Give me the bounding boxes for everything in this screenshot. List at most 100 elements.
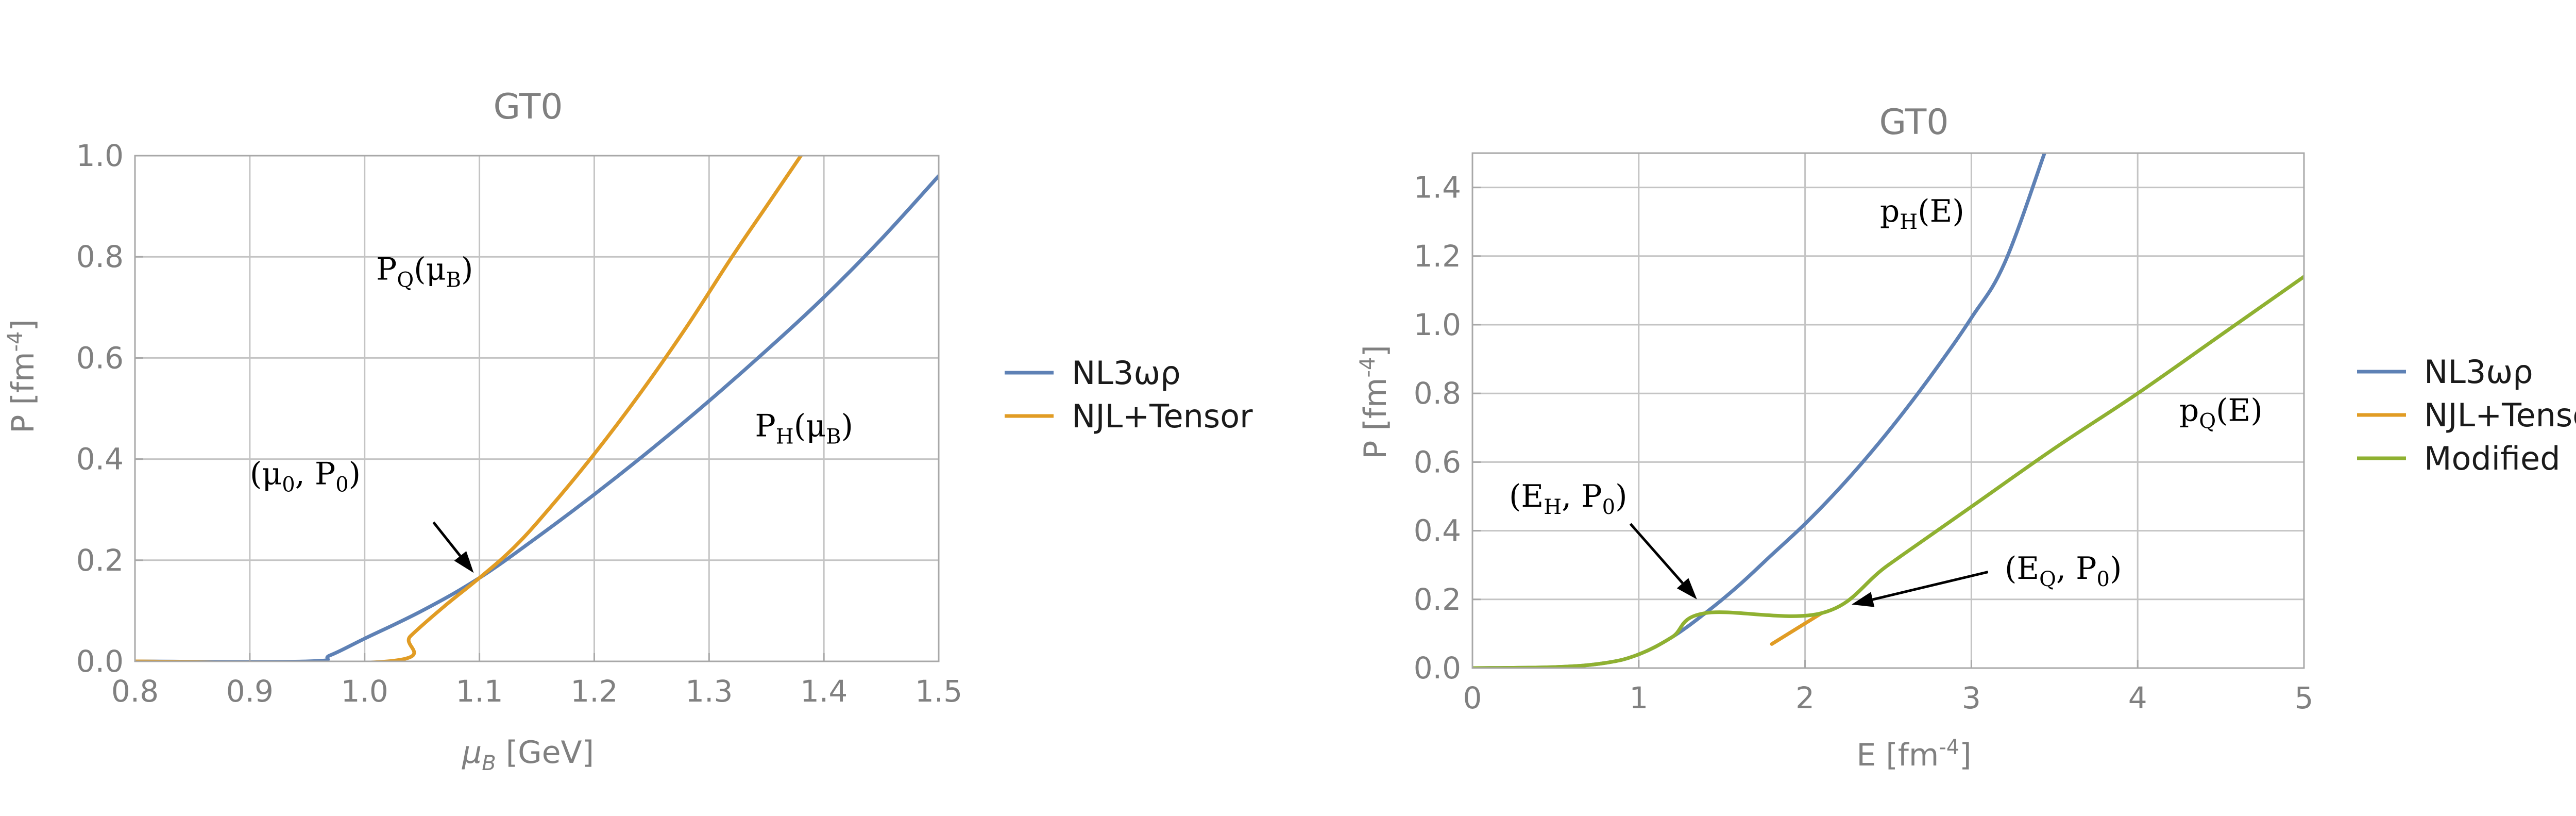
annotation-subscript: Q bbox=[397, 268, 414, 292]
left-ticks: 0.8 0.9 1.0 1.1 1.2 1.3 1.4 1.5 0.0 0.2 0.4 0.6 0.8 1… bbox=[76, 138, 962, 709]
x-tick-label: 2 bbox=[1795, 680, 1815, 715]
curve-annotation: (EQ, P0) bbox=[2005, 551, 2122, 591]
annotation-end: ) bbox=[2250, 392, 2262, 428]
annotation-mid: (E bbox=[1918, 193, 1952, 229]
x-tick-label: 0.9 bbox=[226, 674, 274, 709]
annotation-mid: , P bbox=[295, 456, 336, 492]
x-tick-label: 1.0 bbox=[341, 674, 388, 709]
x-tick-label: 1.4 bbox=[800, 674, 848, 709]
y-tick-label: 0.2 bbox=[76, 543, 124, 578]
curve-annotation: pQ(E) bbox=[2179, 392, 2263, 433]
left-y-axis-label: P [fm-4] bbox=[4, 319, 41, 434]
annotation-subscript: H bbox=[1544, 495, 1562, 519]
x-tick-label: 1 bbox=[1629, 680, 1648, 715]
y-tick-label: 1.0 bbox=[1414, 307, 1461, 342]
series-line-njl-tensor bbox=[135, 156, 803, 661]
y-tick-label: 0.2 bbox=[1414, 582, 1461, 617]
annotation-arrow-head bbox=[1676, 578, 1697, 599]
y-tick-label: 0.8 bbox=[76, 239, 124, 274]
left-chart-panel: GT0 0.8 0.9 1.0 1.1 1.2 1.3 1.4 1.5 0.0 0.2 0.4 0.6… bbox=[4, 87, 1253, 775]
left-x-axis-label: μB [GeV] bbox=[462, 735, 594, 775]
right-series-group bbox=[1472, 153, 2304, 668]
annotation-end: ) bbox=[841, 408, 853, 444]
annotation-mid: (μ bbox=[794, 408, 826, 444]
annotation-subscript: 0 bbox=[2096, 568, 2109, 591]
annotation-subscript: B bbox=[446, 268, 461, 292]
y-tick-label: 0.0 bbox=[76, 644, 124, 679]
annotation-base: (E bbox=[1509, 478, 1544, 514]
series-line-nl3- bbox=[135, 174, 939, 661]
annotation-arrow-shaft bbox=[1629, 523, 1684, 584]
legend-label: NJL+Tensor bbox=[2424, 396, 2576, 434]
series-line-modified bbox=[1472, 275, 2304, 668]
legend-label: NJL+Tensor bbox=[1072, 397, 1253, 435]
curve-annotation: (μ0, P0) bbox=[250, 456, 361, 497]
annotation-base: P bbox=[755, 408, 775, 444]
curve-annotation: pH(E) bbox=[1880, 193, 1964, 234]
x-tick-label: 0 bbox=[1463, 680, 1482, 715]
right-plot-frame bbox=[1471, 152, 2305, 669]
annotation-arrow-head bbox=[1851, 592, 1875, 607]
left-legend: NL3ωρ NJL+Tensor bbox=[1005, 354, 1253, 435]
x-tick-label: 4 bbox=[2128, 680, 2147, 715]
y-tick-label: 0.6 bbox=[1414, 444, 1461, 479]
annotation-arrow-shaft bbox=[432, 521, 462, 557]
right-legend: NL3ωρ NJL+Tensor Modified bbox=[2357, 353, 2576, 477]
y-tick-label: 0.8 bbox=[1414, 376, 1461, 411]
annotation-base: P bbox=[376, 251, 397, 287]
annotation-mid: , P bbox=[2056, 551, 2097, 587]
right-ticks: 0 1 2 3 4 5 0.0 0.2 0.4 0.6 0.8 1.0 1.2 1.4 bbox=[1414, 170, 2314, 715]
annotation-mid: (μ bbox=[414, 251, 446, 287]
annotation-subscript: H bbox=[776, 425, 794, 448]
curve-annotation: PQ(μB) bbox=[376, 251, 473, 292]
annotation-mid: , P bbox=[1562, 478, 1602, 514]
x-tick-label: 5 bbox=[2295, 680, 2314, 715]
right-chart-panel: GT0 0 1 2 3 4 50.00.20.40.60.81.01.21.4 pH(E)… bbox=[1356, 102, 2576, 773]
annotation-subscript: Q bbox=[2199, 409, 2216, 433]
left-series-group bbox=[135, 156, 939, 661]
annotation-arrow-head bbox=[454, 551, 474, 573]
annotation-subscript: 0 bbox=[1602, 495, 1615, 519]
series-line-nl3- bbox=[1472, 153, 2046, 668]
annotation-subscript: B bbox=[826, 425, 841, 448]
annotation-end: ) bbox=[349, 456, 361, 492]
y-tick-label: 0.6 bbox=[76, 340, 124, 375]
y-tick-label: 0.0 bbox=[1414, 651, 1461, 686]
annotation-arrow-shaft bbox=[1872, 571, 1989, 601]
y-tick-label: 0.4 bbox=[76, 442, 124, 477]
annotation-subscript: 0 bbox=[335, 473, 348, 497]
legend-label: NL3ωρ bbox=[1072, 354, 1181, 392]
x-tick-label: 0.8 bbox=[111, 674, 159, 709]
x-tick-label: 1.1 bbox=[455, 674, 503, 709]
left-annotations: PQ(μB)PH(μB)(μ0, P0) bbox=[250, 251, 853, 573]
annotation-base: (μ bbox=[250, 456, 282, 492]
annotation-mid: (E bbox=[2216, 392, 2250, 428]
x-tick-label: 1.3 bbox=[685, 674, 733, 709]
right-y-axis-label: P [fm-4] bbox=[1356, 345, 1394, 459]
left-plot-frame bbox=[134, 155, 940, 662]
annotation-end: ) bbox=[1615, 478, 1627, 514]
curve-annotation: PH(μB) bbox=[755, 408, 853, 448]
y-tick-label: 1.0 bbox=[76, 138, 124, 173]
y-tick-label: 0.4 bbox=[1414, 513, 1461, 548]
legend-label: NL3ωρ bbox=[2424, 353, 2533, 391]
curve-annotation: (EH, P0) bbox=[1509, 478, 1628, 519]
y-tick-label: 1.2 bbox=[1414, 239, 1461, 274]
x-tick-label: 3 bbox=[1962, 680, 1981, 715]
annotation-subscript: 0 bbox=[282, 473, 295, 497]
right-annotations: pH(E)pQ(E)(EH, P0)(EQ, P0) bbox=[1509, 193, 2263, 607]
annotation-subscript: H bbox=[1900, 210, 1918, 234]
annotation-base: (E bbox=[2005, 551, 2039, 587]
left-chart-title: GT0 bbox=[493, 87, 563, 127]
annotation-base: p bbox=[1880, 193, 1900, 229]
annotation-end: ) bbox=[461, 251, 473, 287]
x-tick-label: 1.2 bbox=[570, 674, 618, 709]
annotation-end: ) bbox=[2110, 551, 2122, 587]
annotation-end: ) bbox=[1952, 193, 1964, 229]
annotation-subscript: Q bbox=[2039, 568, 2056, 591]
legend-label: Modified bbox=[2424, 440, 2561, 477]
right-x-axis-label: E [fm-4] bbox=[1856, 736, 1971, 773]
right-chart-title: GT0 bbox=[1879, 102, 1948, 143]
annotation-base: p bbox=[2179, 392, 2199, 428]
